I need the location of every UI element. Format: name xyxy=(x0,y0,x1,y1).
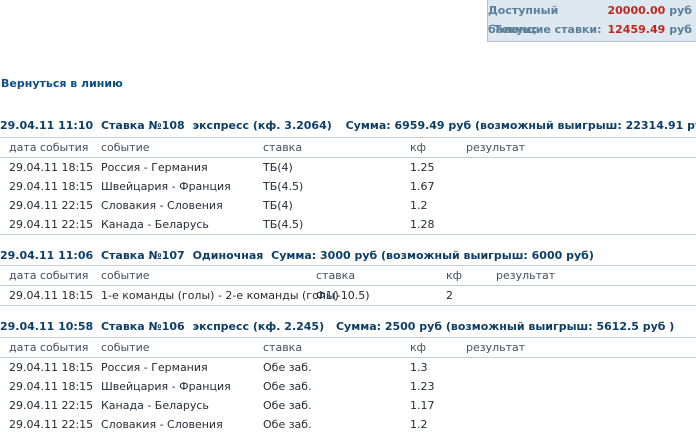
bet-datetime: 29.04.11 11:10 xyxy=(0,119,94,132)
col-header-bet: ставка xyxy=(316,269,356,282)
available-balance-label: Доступный баланс: xyxy=(488,4,559,36)
bet-table: дата события событие ставка кф результат… xyxy=(0,137,696,235)
cell-kf: 1.3 xyxy=(410,361,428,374)
cell-event: Канада - Беларусь xyxy=(101,218,209,231)
cell-date: 29.04.11 22:15 xyxy=(9,399,94,412)
cell-bet: Обе заб. xyxy=(263,361,312,374)
cell-kf: 1.28 xyxy=(410,218,435,231)
table-row: 29.04.11 18:15 Россия - Германия Обе заб… xyxy=(0,358,696,377)
table-row: 29.04.11 22:15 Канада - Беларусь Обе заб… xyxy=(0,396,696,415)
table-row: 29.04.11 22:15 Словакия - Словения ТБ(4)… xyxy=(0,196,696,215)
col-header-event: событие xyxy=(101,341,150,354)
available-balance-row: Доступный баланс: 20000.00 руб xyxy=(488,1,692,36)
current-bets-row: Текущие ставки: 12459.49 руб xyxy=(488,20,692,39)
available-balance-value: 20000.00 xyxy=(607,4,666,17)
table-row: 29.04.11 18:15 Швейцария - Франция ТБ(4.… xyxy=(0,177,696,196)
col-header-result: результат xyxy=(466,341,526,354)
cell-date: 29.04.11 18:15 xyxy=(9,380,94,393)
cell-bet: Обе заб. xyxy=(263,399,312,412)
bet-sum: Сумма: 2500 руб (возможный выигрыш: 5612… xyxy=(335,320,675,333)
cell-event: Россия - Германия xyxy=(101,161,208,174)
cell-event: Словакия - Словения xyxy=(101,199,223,212)
table-row: 29.04.11 18:15 Россия - Германия ТБ(4) 1… xyxy=(0,158,696,177)
cell-event: Канада - Беларусь xyxy=(101,399,209,412)
cell-kf: 1.67 xyxy=(410,180,435,193)
bet-datetime: 29.04.11 11:06 xyxy=(0,249,94,262)
bet-header: 29.04.11 10:58 Ставка №106 экспресс (кф.… xyxy=(0,320,678,333)
cell-kf: 1.25 xyxy=(410,161,435,174)
table-row: 29.04.11 18:15 1-е команды (голы) - 2-е … xyxy=(0,286,696,305)
col-header-kf: кф xyxy=(410,141,427,154)
cell-event: Россия - Германия xyxy=(101,361,208,374)
bet-datetime: 29.04.11 10:58 xyxy=(0,320,94,333)
cell-bet: Обе заб. xyxy=(263,380,312,393)
back-to-line-link[interactable]: Вернуться в линию xyxy=(1,77,123,90)
cell-kf: 2 xyxy=(446,289,453,302)
col-header-result: результат xyxy=(496,269,556,282)
current-bets-label: Текущие ставки: xyxy=(493,23,602,36)
cell-bet: ТБ(4) xyxy=(263,199,293,212)
cell-kf: 1.2 xyxy=(410,418,428,431)
cell-bet: ТБ(4) xyxy=(263,161,293,174)
cell-kf: 1.23 xyxy=(410,380,435,393)
cell-bet: Ф1(-10.5) xyxy=(316,289,370,302)
table-header: дата события событие ставка кф результат xyxy=(0,138,696,158)
cell-event: 1-е команды (голы) - 2-е команды (голы) xyxy=(101,289,339,302)
cell-event: Словакия - Словения xyxy=(101,418,223,431)
cell-bet: Обе заб. xyxy=(263,418,312,431)
col-header-date: дата события xyxy=(9,141,89,154)
bet-header: 29.04.11 11:10 Ставка №108 экспресс (кф.… xyxy=(0,119,696,132)
cell-bet: ТБ(4.5) xyxy=(263,218,304,231)
col-header-bet: ставка xyxy=(263,141,303,154)
bet-sum: Сумма: 6959.49 руб (возможный выигрыш: 2… xyxy=(345,119,696,132)
current-bets-currency: руб xyxy=(669,23,692,36)
cell-event: Швейцария - Франция xyxy=(101,180,231,193)
col-header-kf: кф xyxy=(410,341,427,354)
table-row: 29.04.11 22:15 Канада - Беларусь ТБ(4.5)… xyxy=(0,215,696,234)
col-header-event: событие xyxy=(101,269,150,282)
col-header-kf: кф xyxy=(446,269,463,282)
col-header-event: событие xyxy=(101,141,150,154)
bet-number: Ставка №108 xyxy=(100,119,185,132)
balance-panel: Доступный баланс: 20000.00 руб Текущие с… xyxy=(487,0,696,42)
bet-type: Одиночная xyxy=(192,249,264,262)
cell-date: 29.04.11 22:15 xyxy=(9,199,94,212)
bet-header: 29.04.11 11:06 Ставка №107 Одиночная Сум… xyxy=(0,249,598,262)
bet-table: дата события событие ставка кф результат… xyxy=(0,265,696,306)
available-balance-currency: руб xyxy=(669,4,692,17)
cell-date: 29.04.11 18:15 xyxy=(9,289,94,302)
table-row: 29.04.11 22:15 Словакия - Словения Обе з… xyxy=(0,415,696,434)
col-header-bet: ставка xyxy=(263,341,303,354)
cell-kf: 1.17 xyxy=(410,399,435,412)
cell-event: Швейцария - Франция xyxy=(101,380,231,393)
bet-number: Ставка №106 xyxy=(100,320,185,333)
cell-date: 29.04.11 18:15 xyxy=(9,180,94,193)
table-header: дата события событие ставка кф результат xyxy=(0,266,696,286)
col-header-date: дата события xyxy=(9,269,89,282)
table-header: дата события событие ставка кф результат xyxy=(0,338,696,358)
bet-type: экспресс (кф. 2.245) xyxy=(192,320,325,333)
bet-type: экспресс (кф. 3.2064) xyxy=(192,119,332,132)
bet-number: Ставка №107 xyxy=(100,249,185,262)
col-header-date: дата события xyxy=(9,341,89,354)
col-header-result: результат xyxy=(466,141,526,154)
bet-sum: Сумма: 3000 руб (возможный выигрыш: 6000… xyxy=(271,249,594,262)
cell-bet: ТБ(4.5) xyxy=(263,180,304,193)
bet-table: дата события событие ставка кф результат… xyxy=(0,337,696,434)
current-bets-value: 12459.49 xyxy=(607,23,666,36)
cell-date: 29.04.11 18:15 xyxy=(9,361,94,374)
cell-date: 29.04.11 22:15 xyxy=(9,418,94,431)
cell-kf: 1.2 xyxy=(410,199,428,212)
table-row: 29.04.11 18:15 Швейцария - Франция Обе з… xyxy=(0,377,696,396)
cell-date: 29.04.11 18:15 xyxy=(9,161,94,174)
cell-date: 29.04.11 22:15 xyxy=(9,218,94,231)
